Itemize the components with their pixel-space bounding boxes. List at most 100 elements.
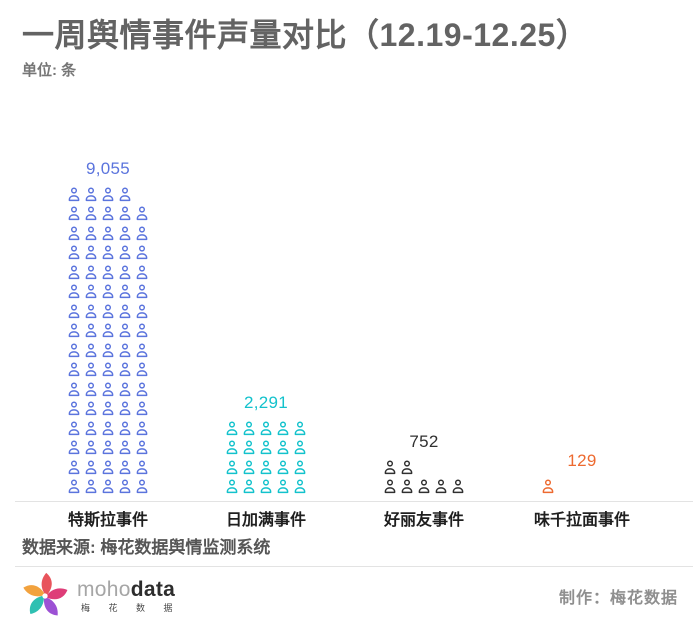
person-icon bbox=[85, 245, 97, 260]
person-icon bbox=[68, 440, 80, 455]
person-icon bbox=[243, 460, 255, 474]
person-icon bbox=[68, 479, 80, 494]
person-icon bbox=[418, 479, 430, 494]
person-icon bbox=[102, 362, 114, 377]
person-icon bbox=[68, 401, 80, 416]
pictogram-row bbox=[67, 382, 149, 397]
pictogram-row bbox=[225, 421, 307, 436]
pictogram-row bbox=[67, 440, 149, 455]
pictogram-column: 752 bbox=[345, 432, 503, 503]
person-icon bbox=[68, 421, 80, 435]
person-icon bbox=[226, 421, 238, 435]
person-icon bbox=[226, 479, 238, 494]
person-icon bbox=[384, 460, 396, 474]
person-icon bbox=[119, 284, 131, 299]
person-icon bbox=[136, 304, 148, 318]
person-icon bbox=[294, 421, 306, 435]
icon-grid bbox=[67, 187, 149, 495]
x-axis-line bbox=[15, 501, 693, 502]
category-labels-row: 特斯拉事件 日加满事件 好丽友事件 味千拉面事件 bbox=[0, 511, 700, 530]
value-label: 2,291 bbox=[243, 392, 289, 412]
unit-label: 单位: 条 bbox=[22, 62, 77, 79]
pictogram-row bbox=[67, 343, 149, 358]
pictogram-row bbox=[67, 323, 149, 338]
header: 一周舆情事件声量对比（12.19-12.25） 单位: 条 bbox=[0, 0, 700, 80]
person-icon bbox=[136, 284, 148, 299]
person-icon bbox=[243, 421, 255, 435]
person-icon bbox=[85, 460, 97, 474]
data-source-text: 数据来源: 梅花数据舆情监测系统 bbox=[22, 538, 271, 557]
person-icon bbox=[85, 206, 97, 221]
person-icon bbox=[102, 323, 114, 338]
person-icon bbox=[243, 479, 255, 494]
person-icon bbox=[136, 323, 148, 338]
pictogram-row bbox=[383, 460, 465, 475]
brand-name: mohodata bbox=[77, 578, 181, 601]
pictogram-row bbox=[67, 479, 149, 494]
brand-name-light: moho bbox=[77, 578, 131, 601]
person-icon bbox=[384, 479, 396, 494]
person-icon bbox=[260, 479, 272, 494]
person-icon bbox=[68, 206, 80, 221]
person-icon bbox=[119, 401, 131, 416]
pictogram-column: 2,291 bbox=[187, 393, 345, 503]
category-label: 日加满事件 bbox=[225, 512, 306, 529]
person-icon bbox=[542, 479, 554, 494]
person-icon bbox=[68, 304, 80, 318]
person-icon bbox=[136, 265, 148, 279]
pictogram-column: 129 bbox=[503, 451, 661, 502]
credit-text: 制作：梅花数据 bbox=[558, 590, 678, 607]
person-icon bbox=[85, 284, 97, 299]
person-icon bbox=[102, 284, 114, 299]
person-icon bbox=[119, 362, 131, 377]
person-icon bbox=[260, 421, 272, 435]
pictogram-row bbox=[67, 265, 149, 280]
person-icon bbox=[102, 479, 114, 494]
pictogram-row bbox=[225, 460, 307, 475]
person-icon bbox=[260, 460, 272, 474]
footer: mohodata 梅 花 数 据 制作：梅花数据 bbox=[0, 567, 700, 625]
person-icon bbox=[277, 460, 289, 474]
person-icon bbox=[401, 460, 413, 474]
person-icon bbox=[68, 382, 80, 396]
person-icon bbox=[85, 187, 97, 201]
person-icon bbox=[277, 421, 289, 435]
person-icon bbox=[68, 323, 80, 338]
person-icon bbox=[119, 323, 131, 338]
person-icon bbox=[294, 479, 306, 494]
person-icon bbox=[68, 187, 80, 201]
person-icon bbox=[136, 421, 148, 435]
person-icon bbox=[119, 304, 131, 318]
person-icon bbox=[119, 460, 131, 474]
person-icon bbox=[119, 187, 131, 201]
pictogram-row bbox=[67, 187, 149, 202]
pictogram-column: 9,055 bbox=[29, 159, 187, 503]
person-icon bbox=[68, 245, 80, 260]
value-label: 129 bbox=[567, 451, 597, 470]
person-icon bbox=[68, 265, 80, 279]
person-icon bbox=[119, 440, 131, 455]
icon-grid bbox=[541, 479, 623, 494]
person-icon bbox=[119, 382, 131, 396]
chart-title: 一周舆情事件声量对比（12.19-12.25） bbox=[22, 17, 589, 53]
person-icon bbox=[226, 460, 238, 474]
category-label: 味千拉面事件 bbox=[533, 512, 630, 529]
person-icon bbox=[102, 245, 114, 260]
person-icon bbox=[102, 421, 114, 435]
person-icon bbox=[85, 343, 97, 357]
category-label: 特斯拉事件 bbox=[67, 512, 148, 529]
pictogram-row bbox=[67, 284, 149, 299]
person-icon bbox=[119, 206, 131, 221]
person-icon bbox=[136, 479, 148, 494]
pictogram-row bbox=[383, 479, 465, 494]
person-icon bbox=[277, 440, 289, 455]
person-icon bbox=[85, 479, 97, 494]
pictogram-row bbox=[67, 226, 149, 241]
person-icon bbox=[243, 440, 255, 455]
icon-grid bbox=[383, 460, 465, 495]
person-icon bbox=[136, 226, 148, 240]
person-icon bbox=[119, 245, 131, 260]
value-label: 9,055 bbox=[85, 158, 131, 178]
person-icon bbox=[68, 284, 80, 299]
pinwheel-logo-icon bbox=[23, 572, 68, 616]
